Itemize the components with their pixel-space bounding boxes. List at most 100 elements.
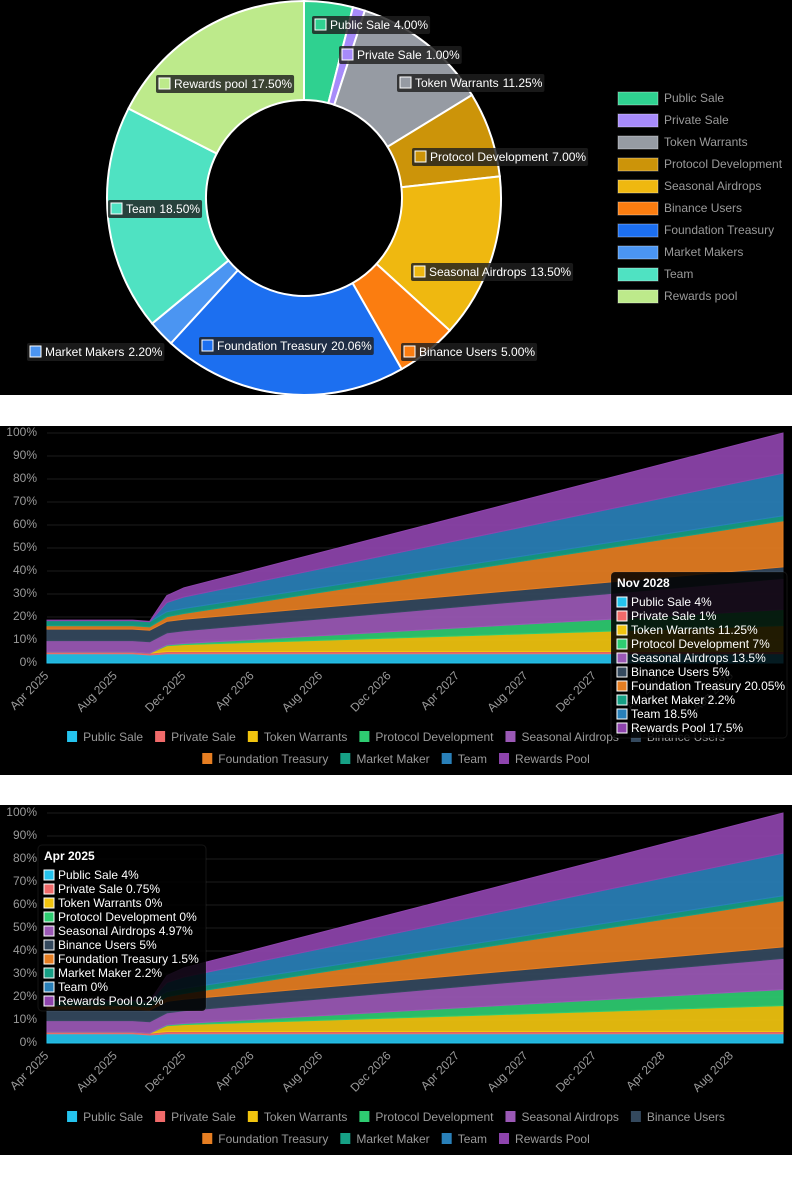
legend-swatch bbox=[441, 753, 452, 764]
y-tick-label: 10% bbox=[13, 1012, 37, 1026]
data-label-swatch bbox=[399, 76, 412, 89]
data-label-box bbox=[412, 148, 589, 166]
tooltip-title: Apr 2025 bbox=[44, 849, 95, 863]
tooltip-swatch bbox=[616, 624, 628, 636]
legend-item: Protocol Development bbox=[359, 730, 494, 744]
legend-item: Public Sale bbox=[67, 730, 143, 744]
tooltip-item: Binance Users 5% bbox=[631, 665, 730, 679]
tooltip-swatch bbox=[616, 708, 628, 720]
data-label-value: 7.00% bbox=[552, 150, 586, 164]
data-label-swatch bbox=[403, 345, 416, 358]
legend-swatch bbox=[505, 1111, 516, 1122]
tooltip-item: Market Maker 2.2% bbox=[58, 966, 162, 980]
legend-swatch bbox=[617, 179, 659, 194]
legend-item: Team bbox=[441, 1132, 487, 1146]
legend-swatch bbox=[340, 753, 351, 764]
y-tick-label: 60% bbox=[13, 897, 37, 911]
legend-label: Rewards pool bbox=[664, 289, 737, 303]
legend-label: Market Maker bbox=[356, 752, 429, 766]
y-tick-label: 20% bbox=[13, 989, 37, 1003]
legend-swatch bbox=[155, 731, 166, 742]
legend-swatch bbox=[630, 1111, 641, 1122]
y-tick-label: 60% bbox=[13, 517, 37, 531]
tooltip-item: Private Sale 0.75% bbox=[58, 882, 160, 896]
legend-swatch bbox=[247, 1111, 258, 1122]
data-label-box bbox=[401, 343, 538, 361]
tooltip-item: Token Warrants 0% bbox=[58, 896, 163, 910]
legend-label: Binance Users bbox=[647, 1110, 725, 1124]
data-label: Foundation Treasury 20.06% bbox=[199, 337, 374, 355]
y-tick-label: 100% bbox=[6, 805, 37, 819]
tooltip-item: Market Maker 2.2% bbox=[631, 693, 735, 707]
tooltip-swatch bbox=[43, 995, 55, 1007]
tooltip-item: Foundation Treasury 1.5% bbox=[58, 952, 199, 966]
data-label-value: 13.50% bbox=[530, 265, 571, 279]
legend-swatch bbox=[617, 157, 659, 172]
legend-label: Foundation Treasury bbox=[218, 1132, 328, 1146]
data-label-value: 20.06% bbox=[331, 339, 372, 353]
legend-label: Public Sale bbox=[83, 1110, 143, 1124]
legend-swatch bbox=[499, 1133, 510, 1144]
legend-swatch bbox=[441, 1133, 452, 1144]
data-label-text: Rewards pool 17.50% bbox=[174, 77, 292, 91]
legend-swatch bbox=[359, 731, 370, 742]
tooltip-swatch bbox=[43, 953, 55, 965]
legend-label: Team bbox=[664, 267, 693, 281]
tooltip-swatch bbox=[616, 722, 628, 734]
data-label: Private Sale 1.00% bbox=[339, 46, 462, 64]
tooltip-swatch bbox=[43, 869, 55, 881]
legend-label: Token Warrants bbox=[264, 730, 348, 744]
data-label-box bbox=[339, 46, 462, 64]
data-label-value: 18.50% bbox=[159, 202, 200, 216]
legend-item: Market Maker bbox=[340, 752, 430, 766]
data-label-value: 11.25% bbox=[503, 76, 543, 90]
y-tick-label: 0% bbox=[20, 1035, 38, 1049]
tooltip-swatch bbox=[43, 925, 55, 937]
legend-label: Private Sale bbox=[171, 1110, 236, 1124]
y-tick-label: 0% bbox=[20, 655, 38, 669]
legend-swatch bbox=[617, 267, 659, 282]
tooltip-item: Team 0% bbox=[58, 980, 108, 994]
y-tick-label: 50% bbox=[13, 540, 37, 554]
data-label: Rewards pool 17.50% bbox=[156, 75, 295, 93]
y-tick-label: 90% bbox=[13, 448, 37, 462]
legend-label: Market Maker bbox=[356, 1132, 429, 1146]
data-label-text: Seasonal Airdrops 13.50% bbox=[429, 265, 571, 279]
legend-item: Protocol Development bbox=[359, 1110, 494, 1124]
legend-item: Foundation Treasury bbox=[202, 752, 328, 766]
tooltip-item: Team 18.5% bbox=[631, 707, 698, 721]
legend-label: Seasonal Airdrops bbox=[521, 1110, 618, 1124]
legend-swatch bbox=[67, 1111, 78, 1122]
legend-swatch bbox=[617, 113, 659, 128]
y-tick-label: 20% bbox=[13, 609, 37, 623]
legend-swatch bbox=[617, 289, 659, 304]
data-label-box bbox=[27, 343, 165, 361]
tooltip-swatch bbox=[616, 666, 628, 678]
data-label-value: 1.00% bbox=[426, 48, 460, 62]
legend-swatch bbox=[202, 753, 213, 764]
legend-label: Foundation Treasury bbox=[218, 752, 328, 766]
legend-label: Public Sale bbox=[83, 730, 143, 744]
legend-label: Market Makers bbox=[664, 245, 743, 259]
data-label-swatch bbox=[29, 345, 42, 358]
legend-swatch bbox=[617, 245, 659, 260]
legend-swatch bbox=[340, 1133, 351, 1144]
tooltip-swatch bbox=[43, 897, 55, 909]
tooltip-swatch bbox=[616, 680, 628, 692]
data-label-name: Private Sale bbox=[357, 48, 422, 62]
legend-label: Protocol Development bbox=[375, 730, 494, 744]
data-label-swatch bbox=[110, 202, 123, 215]
y-tick-label: 30% bbox=[13, 586, 37, 600]
legend-label: Public Sale bbox=[664, 91, 724, 105]
legend-label: Seasonal Airdrops bbox=[521, 730, 618, 744]
data-label: Team 18.50% bbox=[108, 200, 203, 218]
tooltip-swatch bbox=[616, 694, 628, 706]
y-tick-label: 50% bbox=[13, 920, 37, 934]
legend-swatch bbox=[505, 731, 516, 742]
tooltip-item: Protocol Development 0% bbox=[58, 910, 197, 924]
legend-item: Token Warrants bbox=[247, 1110, 347, 1124]
legend-swatch bbox=[617, 91, 659, 106]
tooltip-item: Foundation Treasury 20.05% bbox=[631, 679, 785, 693]
tooltip-item: Seasonal Airdrops 4.97% bbox=[58, 924, 193, 938]
